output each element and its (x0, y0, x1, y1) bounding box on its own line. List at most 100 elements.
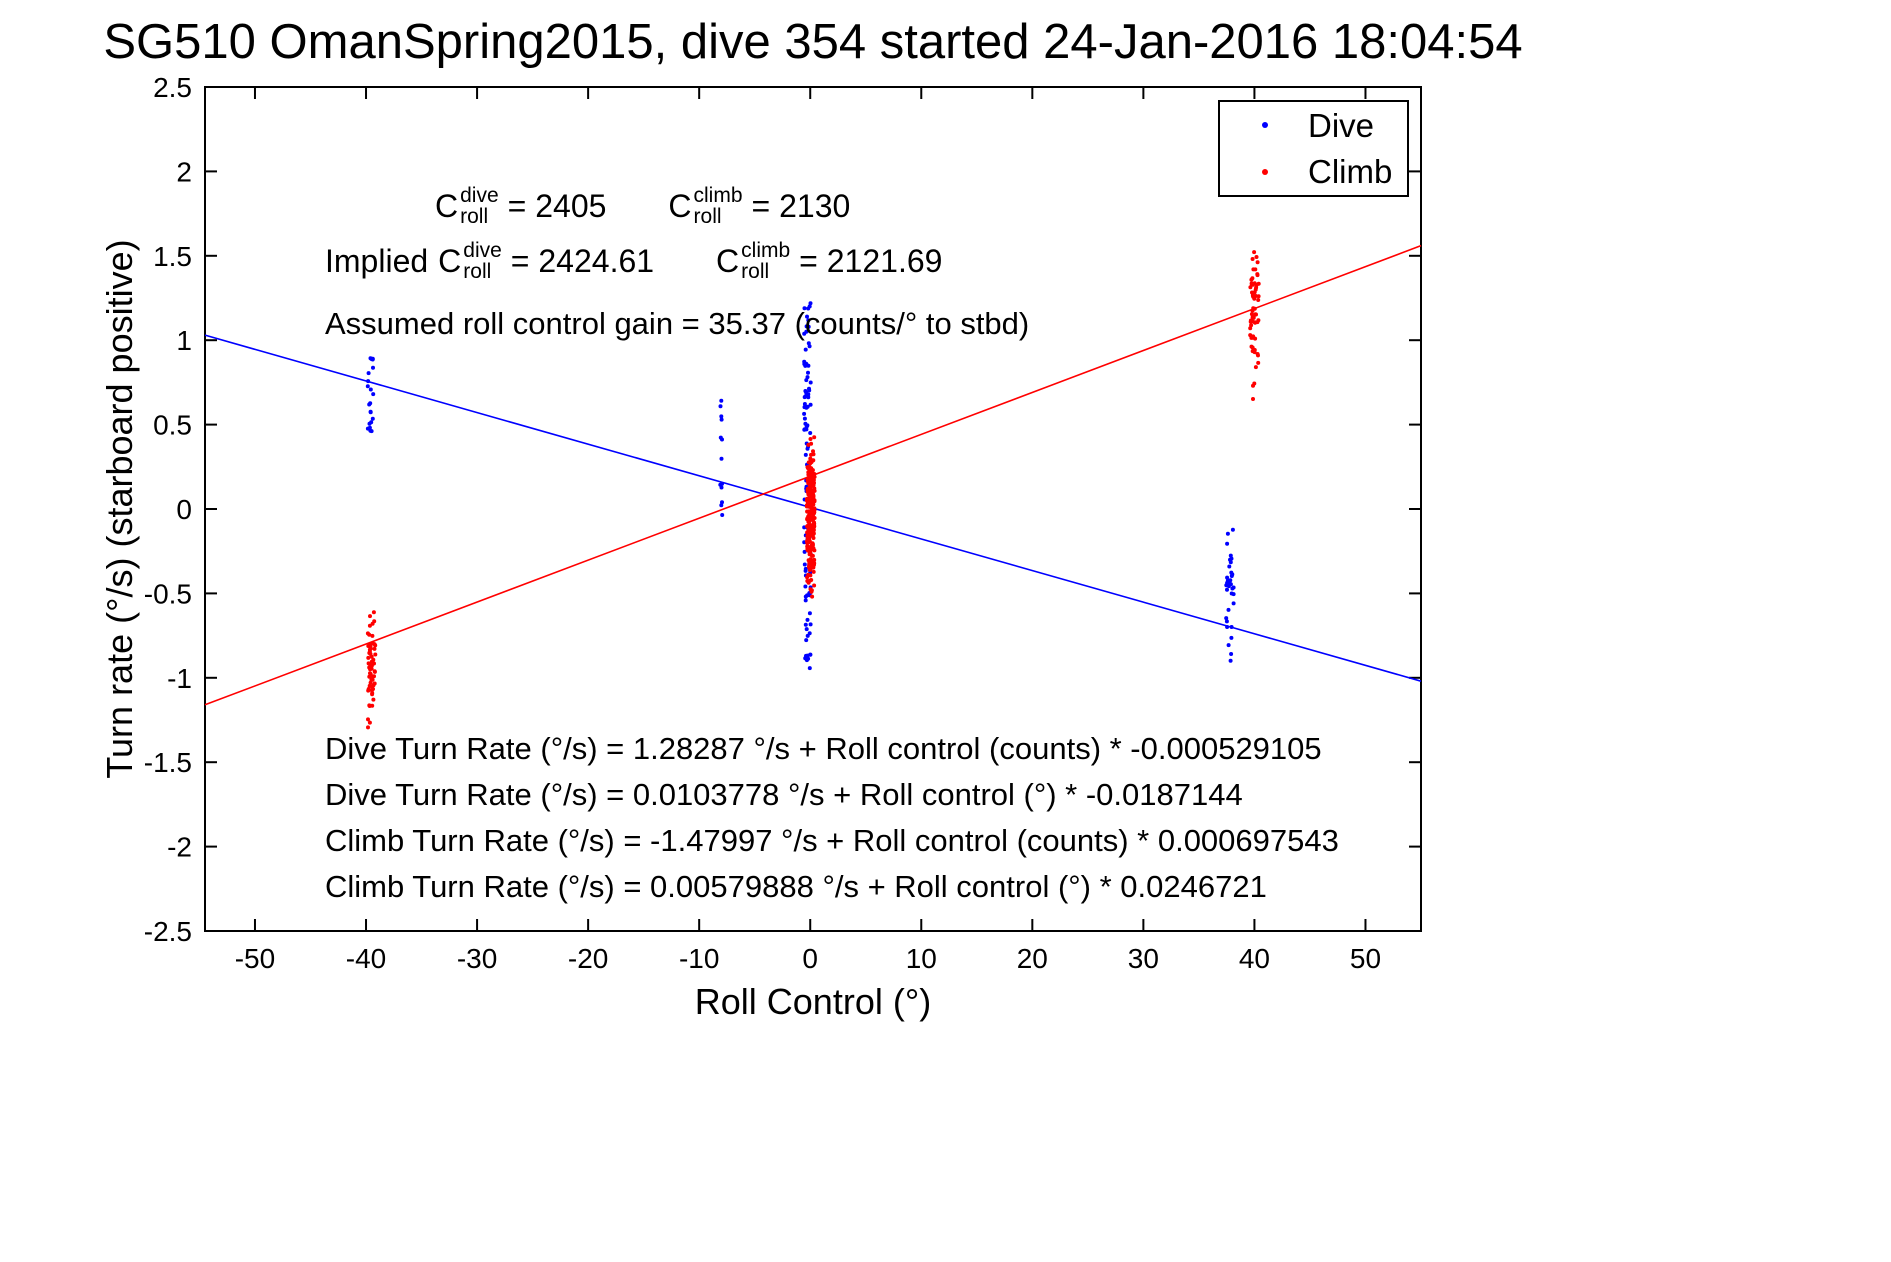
data-point (1248, 326, 1253, 331)
data-point (1229, 574, 1234, 578)
data-point (808, 509, 813, 514)
data-point (805, 393, 810, 397)
x-tick-label: 20 (1017, 943, 1048, 974)
data-point (812, 548, 817, 553)
data-point (720, 513, 725, 517)
roll-gain-line: Assumed roll control gain = 35.37 (count… (325, 306, 1030, 341)
dive-points (365, 301, 1236, 671)
data-point (372, 674, 376, 679)
data-point (805, 314, 809, 319)
data-point (720, 481, 724, 486)
data-point (802, 405, 807, 410)
fit-equations-block: Dive Turn Rate (°/s) = 1.28287 °/s + Rol… (325, 726, 1339, 910)
data-point (808, 380, 813, 385)
data-point (1252, 250, 1257, 255)
data-point (1249, 277, 1254, 282)
data-point (1228, 553, 1233, 558)
implied-c-roll-dive-term: C dive roll = 2424.61 (438, 239, 655, 283)
implied-prefix: Implied (325, 242, 429, 279)
y-tick-label: -2.5 (144, 916, 192, 947)
data-point (809, 475, 814, 480)
data-point (803, 622, 808, 627)
data-point (366, 379, 371, 384)
data-point (1250, 290, 1254, 295)
data-point (805, 497, 809, 501)
data-point (807, 388, 812, 393)
data-point (1228, 658, 1233, 663)
data-point (1230, 586, 1235, 591)
data-point (802, 562, 807, 567)
equation-climb-counts: Climb Turn Rate (°/s) = -1.47997 °/s + R… (325, 823, 1339, 858)
data-point (1256, 353, 1260, 358)
data-point (368, 401, 373, 406)
data-point (371, 657, 376, 662)
dive-marker-icon (1262, 122, 1268, 129)
equation-climb-degrees: Climb Turn Rate (°/s) = 0.00579888 °/s +… (325, 869, 1267, 904)
data-point (804, 424, 809, 429)
y-tick-label: -2 (167, 832, 192, 863)
data-point (1225, 575, 1230, 580)
data-point (802, 411, 807, 416)
data-point (368, 646, 373, 651)
data-point (808, 550, 813, 555)
data-point (810, 518, 815, 522)
data-point (366, 717, 370, 722)
data-point (809, 589, 814, 594)
x-tick-label: -10 (679, 943, 719, 974)
data-point (371, 697, 376, 702)
data-point (805, 375, 810, 380)
x-tick-label: 30 (1128, 943, 1159, 974)
data-point (1230, 527, 1235, 532)
c-supsub: dive roll (460, 184, 499, 228)
data-point (371, 365, 375, 370)
data-point (803, 363, 808, 368)
data-point (1224, 616, 1229, 621)
data-point (373, 652, 378, 657)
data-point (370, 691, 375, 696)
data-point (808, 565, 813, 570)
data-point (811, 569, 816, 574)
x-tick-label: 10 (906, 943, 937, 974)
data-point (812, 511, 817, 515)
y-tick-label: 0 (176, 494, 192, 525)
equation-dive-counts: Dive Turn Rate (°/s) = 1.28287 °/s + Rol… (325, 731, 1322, 766)
data-point (1225, 625, 1230, 629)
data-point (810, 541, 815, 546)
y-tick-label: 2 (176, 156, 192, 187)
data-point (1229, 635, 1234, 640)
data-point (1225, 587, 1229, 592)
y-tick-label: 1 (176, 325, 192, 356)
data-point (367, 632, 372, 637)
data-point (807, 503, 812, 508)
data-point (372, 669, 377, 674)
data-point (371, 687, 375, 691)
data-point (803, 452, 808, 457)
data-point (804, 656, 809, 661)
data-point (718, 404, 723, 409)
data-point (1224, 619, 1229, 624)
data-point (808, 431, 813, 435)
data-point (369, 666, 374, 671)
climb-points (365, 250, 1261, 730)
data-point (802, 306, 807, 311)
data-point (806, 324, 811, 329)
data-point (1229, 652, 1234, 656)
data-point (367, 651, 372, 655)
data-point (803, 347, 808, 352)
data-point (1251, 383, 1255, 388)
data-point (371, 392, 376, 397)
data-point (805, 523, 810, 528)
data-point (1253, 365, 1258, 370)
c-roll-constants-line: C dive roll = 2405 C climb roll = 2130 (435, 185, 850, 227)
data-point (719, 414, 724, 419)
data-point (1229, 591, 1234, 596)
data-point (812, 583, 817, 588)
data-point (807, 631, 812, 636)
data-point (719, 503, 724, 508)
data-point (807, 304, 812, 309)
data-point (812, 506, 817, 511)
data-point (371, 610, 376, 615)
data-point (806, 370, 810, 375)
data-point (719, 485, 724, 490)
